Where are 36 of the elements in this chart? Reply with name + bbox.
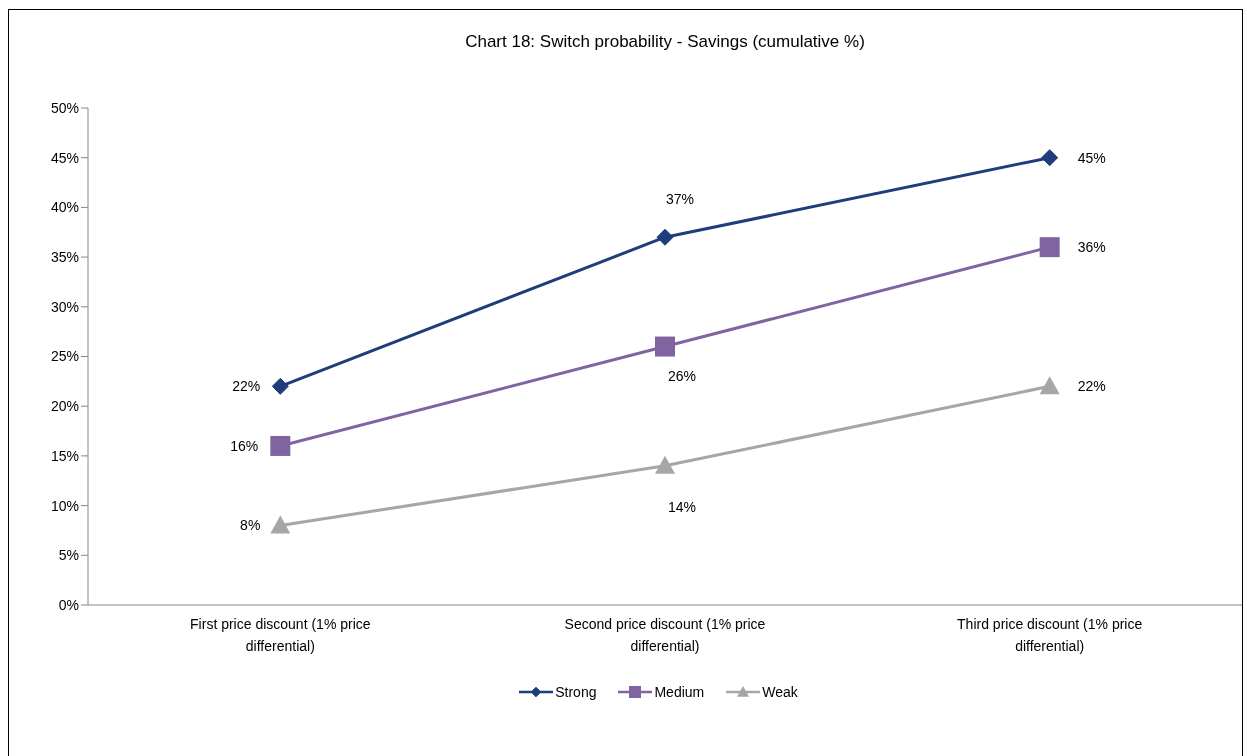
- data-label: 14%: [667, 498, 697, 515]
- y-tick-label: 0%: [58, 596, 79, 613]
- data-label: 22%: [232, 378, 261, 395]
- point: [1039, 237, 1060, 258]
- data-label: 37%: [665, 191, 695, 208]
- data-label: 8%: [240, 517, 261, 534]
- point: [1039, 376, 1060, 395]
- point: [270, 515, 291, 534]
- point: [270, 435, 291, 456]
- chart-title: Chart 18: Switch probability - Savings (cumulative %): [464, 32, 866, 52]
- legend-label: Strong: [555, 684, 597, 700]
- y-tick-label: 30%: [50, 298, 79, 315]
- point: [655, 455, 675, 474]
- x-tick-label: Third price discount (1% price differential): [957, 616, 1143, 654]
- legend-label: Weak: [762, 684, 798, 700]
- point: [655, 336, 675, 357]
- data-label: 26%: [667, 367, 697, 384]
- data-label: 16%: [230, 437, 259, 454]
- legend-label: Medium: [654, 684, 705, 700]
- point: [1041, 149, 1059, 167]
- y-tick-label: 40%: [50, 199, 79, 216]
- y-tick-label: 10%: [50, 497, 79, 514]
- x-tick-label: First price discount (1% price differential): [190, 616, 371, 654]
- y-tick-label: 45%: [50, 149, 79, 166]
- y-tick-label: 50%: [50, 99, 79, 116]
- y-tick-label: 20%: [50, 398, 79, 415]
- y-tick-label: 5%: [58, 547, 79, 564]
- y-tick-label: 35%: [50, 249, 79, 266]
- data-label: 22%: [1077, 378, 1106, 395]
- point: [656, 228, 674, 246]
- y-tick-label: 15%: [50, 447, 79, 464]
- data-label: 36%: [1077, 239, 1106, 256]
- data-label: 45%: [1077, 149, 1106, 166]
- x-tick-label: Second price discount (1% price differential): [564, 616, 766, 654]
- y-tick-label: 25%: [50, 348, 79, 365]
- point: [271, 377, 289, 395]
